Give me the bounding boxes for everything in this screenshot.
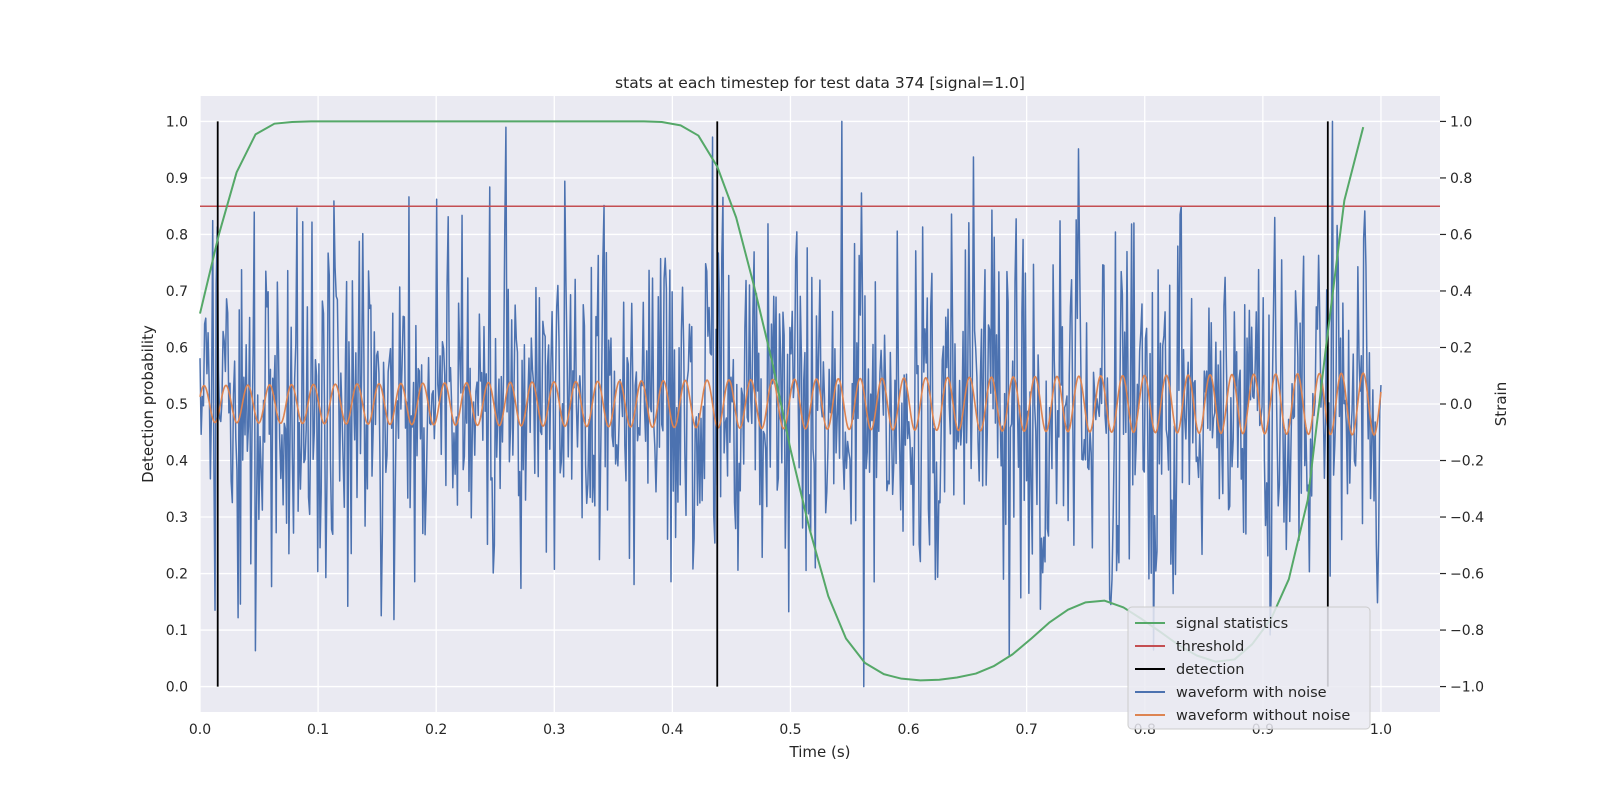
x-tick-label: 1.0	[1370, 722, 1392, 738]
y-tick-label-right: 1.0	[1450, 114, 1472, 130]
y-tick-label-left: 0.5	[166, 397, 188, 413]
y-tick-label-left: 0.0	[166, 680, 188, 696]
legend-label-waveform-with-noise: waveform with noise	[1176, 685, 1327, 701]
y-tick-label-right: −1.0	[1450, 680, 1484, 696]
y-tick-label-left: 0.2	[166, 567, 188, 583]
legend-label-threshold: threshold	[1176, 639, 1244, 655]
legend-box	[1127, 606, 1371, 730]
y-axis-label-left: Detection probability	[139, 325, 157, 483]
legend-label-detection: detection	[1176, 662, 1244, 678]
x-tick-label: 0.4	[661, 722, 683, 738]
x-tick-label: 0.1	[307, 722, 329, 738]
x-tick-label: 0.6	[897, 722, 919, 738]
x-tick-label: 0.0	[189, 722, 211, 738]
y-tick-label-left: 0.6	[166, 340, 188, 356]
y-tick-label-right: 0.0	[1450, 397, 1472, 413]
y-tick-label-left: 1.0	[166, 114, 188, 130]
legend-label-signal-statistics: signal statistics	[1176, 616, 1288, 632]
x-tick-label: 0.2	[425, 722, 447, 738]
y-tick-label-left: 0.7	[166, 284, 188, 300]
y-tick-label-right: 0.6	[1450, 227, 1472, 243]
grid	[199, 96, 1440, 712]
x-tick-label: 0.3	[543, 722, 565, 738]
y-tick-label-left: 0.1	[166, 623, 188, 639]
y-tick-label-left: 0.8	[166, 227, 188, 243]
y-tick-label-right: −0.6	[1450, 567, 1484, 583]
y-tick-label-left: 0.4	[166, 454, 188, 470]
y-tick-label-right: −0.4	[1450, 510, 1484, 526]
x-tick-label: 0.7	[1016, 722, 1038, 738]
y-axis-label-right: Strain	[1492, 382, 1510, 426]
legend-label-waveform-without-noise: waveform without noise	[1176, 708, 1350, 724]
y-tick-label-left: 0.9	[166, 171, 188, 187]
y-tick-label-right: 0.2	[1450, 340, 1472, 356]
chart-title: stats at each timestep for test data 374…	[615, 74, 1025, 92]
y-tick-label-right: 0.4	[1450, 284, 1472, 300]
series-waveform-without-noise	[199, 372, 1382, 436]
x-axis-label: Time (s)	[789, 743, 851, 761]
series-waveform-with-noise	[199, 120, 1382, 688]
y-tick-label-right: −0.2	[1450, 454, 1484, 470]
x-tick-label: 0.5	[779, 722, 801, 738]
series-layer	[199, 120, 1440, 688]
y-tick-label-left: 0.3	[166, 510, 188, 526]
y-tick-label-right: 0.8	[1450, 171, 1472, 187]
ticks-layer: 0.0 0.1 0.2 0.3 0.4 0.5 0.6 0.7 0.8 0.9 1.0 0.0 0.1 0…	[166, 114, 1484, 738]
y-tick-label-right: −0.8	[1450, 623, 1484, 639]
legend: signal statistics threshold detection wavef…	[1127, 606, 1371, 730]
